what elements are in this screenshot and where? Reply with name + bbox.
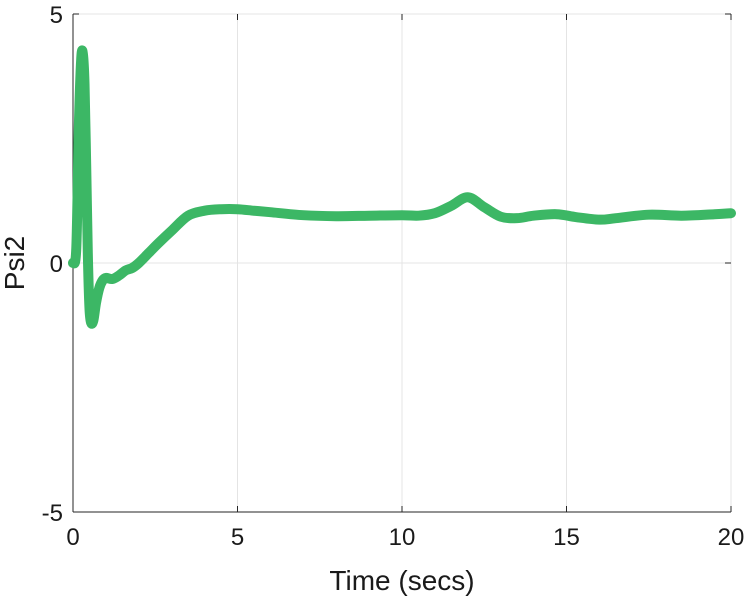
x-tick-label: 5: [231, 524, 244, 551]
y-tick-label: 5: [50, 2, 63, 29]
y-tick-label: -5: [42, 500, 63, 527]
x-tick-label: 0: [66, 524, 79, 551]
tick-labels: 0 5 10 15 20-505: [42, 2, 745, 551]
x-tick-label: 15: [553, 524, 580, 551]
series-layer: [68, 45, 736, 329]
x-tick-label: 20: [718, 524, 745, 551]
x-tick-label: 10: [389, 524, 416, 551]
series-line-0: [68, 45, 736, 329]
x-axis-label: Time (secs): [329, 565, 474, 596]
y-tick-label: 0: [50, 251, 63, 278]
grid: [72, 13, 732, 513]
y-axis-label: Psi2: [0, 236, 30, 290]
